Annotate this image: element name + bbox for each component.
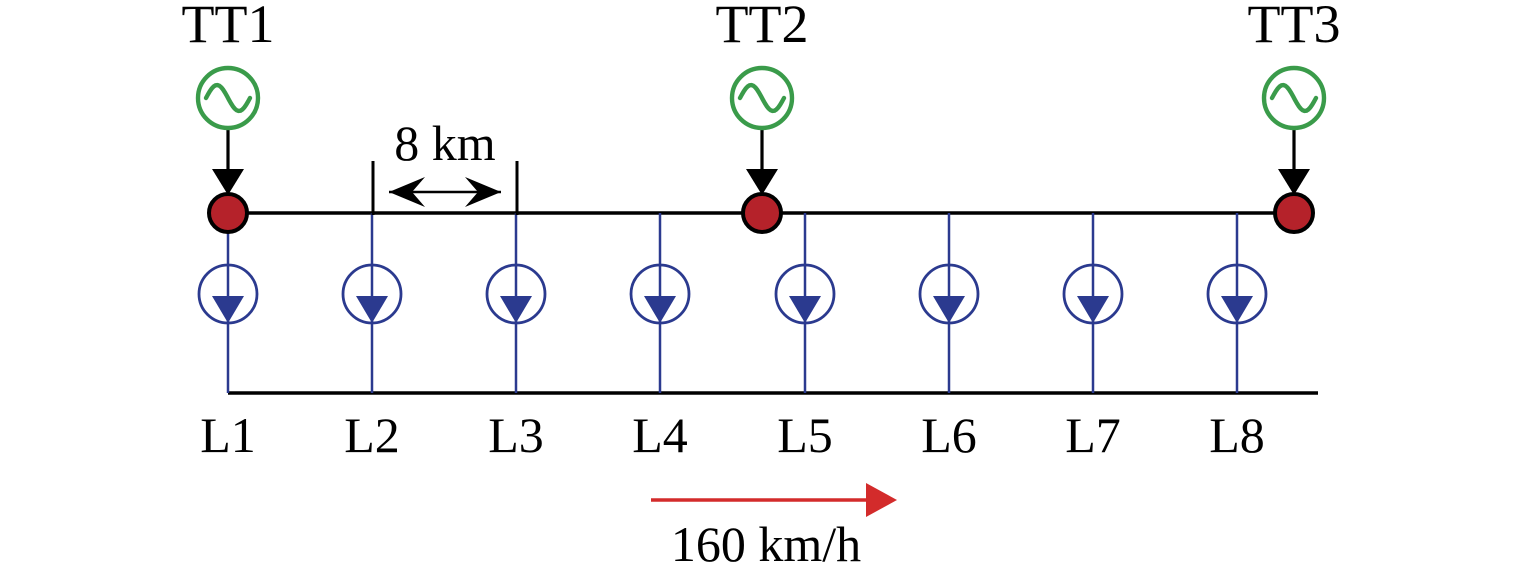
svg-text:L6: L6 — [921, 407, 977, 463]
svg-text:8 km: 8 km — [394, 115, 496, 171]
svg-text:TT2: TT2 — [716, 0, 809, 54]
svg-text:L4: L4 — [632, 407, 688, 463]
svg-text:L7: L7 — [1065, 407, 1121, 463]
svg-text:TT1: TT1 — [182, 0, 275, 54]
svg-text:TT3: TT3 — [1248, 0, 1341, 54]
svg-text:L8: L8 — [1209, 407, 1265, 463]
svg-text:L3: L3 — [488, 407, 544, 463]
svg-text:L5: L5 — [777, 407, 833, 463]
svg-text:L1: L1 — [200, 407, 256, 463]
svg-text:160 km/h: 160 km/h — [671, 516, 861, 572]
svg-text:L2: L2 — [344, 407, 400, 463]
